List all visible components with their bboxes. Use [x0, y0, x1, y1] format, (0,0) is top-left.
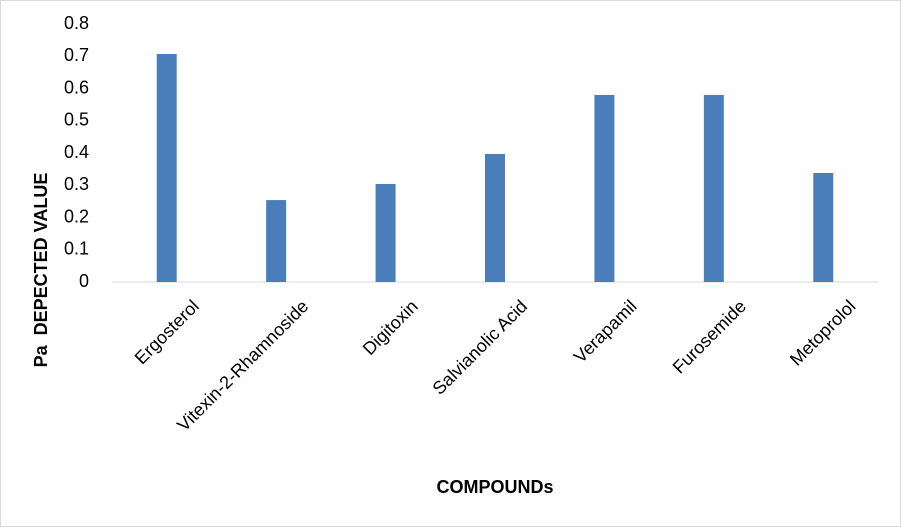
bar: [485, 153, 505, 282]
y-tick-label: 0.2: [64, 206, 89, 226]
y-tick-label: 0.3: [64, 174, 89, 194]
y-tick-label: 0: [79, 271, 89, 291]
y-tick-label: 0.8: [64, 13, 89, 33]
y-tick-label: 0.6: [64, 77, 89, 97]
bar: [813, 172, 834, 282]
bar: [594, 94, 615, 282]
bar: [266, 200, 287, 282]
y-axis-title: Pa DEPECTED VALUE: [31, 173, 51, 368]
bar: [375, 183, 396, 282]
y-tick-label: 0.1: [64, 239, 89, 259]
x-axis-title: COMPOUNDs: [436, 477, 553, 497]
bar: [703, 94, 724, 282]
y-tick-label: 0.4: [64, 142, 89, 162]
y-tick-label: 0.7: [64, 45, 89, 65]
bar: [156, 53, 177, 283]
y-tick-label: 0.5: [64, 110, 89, 130]
